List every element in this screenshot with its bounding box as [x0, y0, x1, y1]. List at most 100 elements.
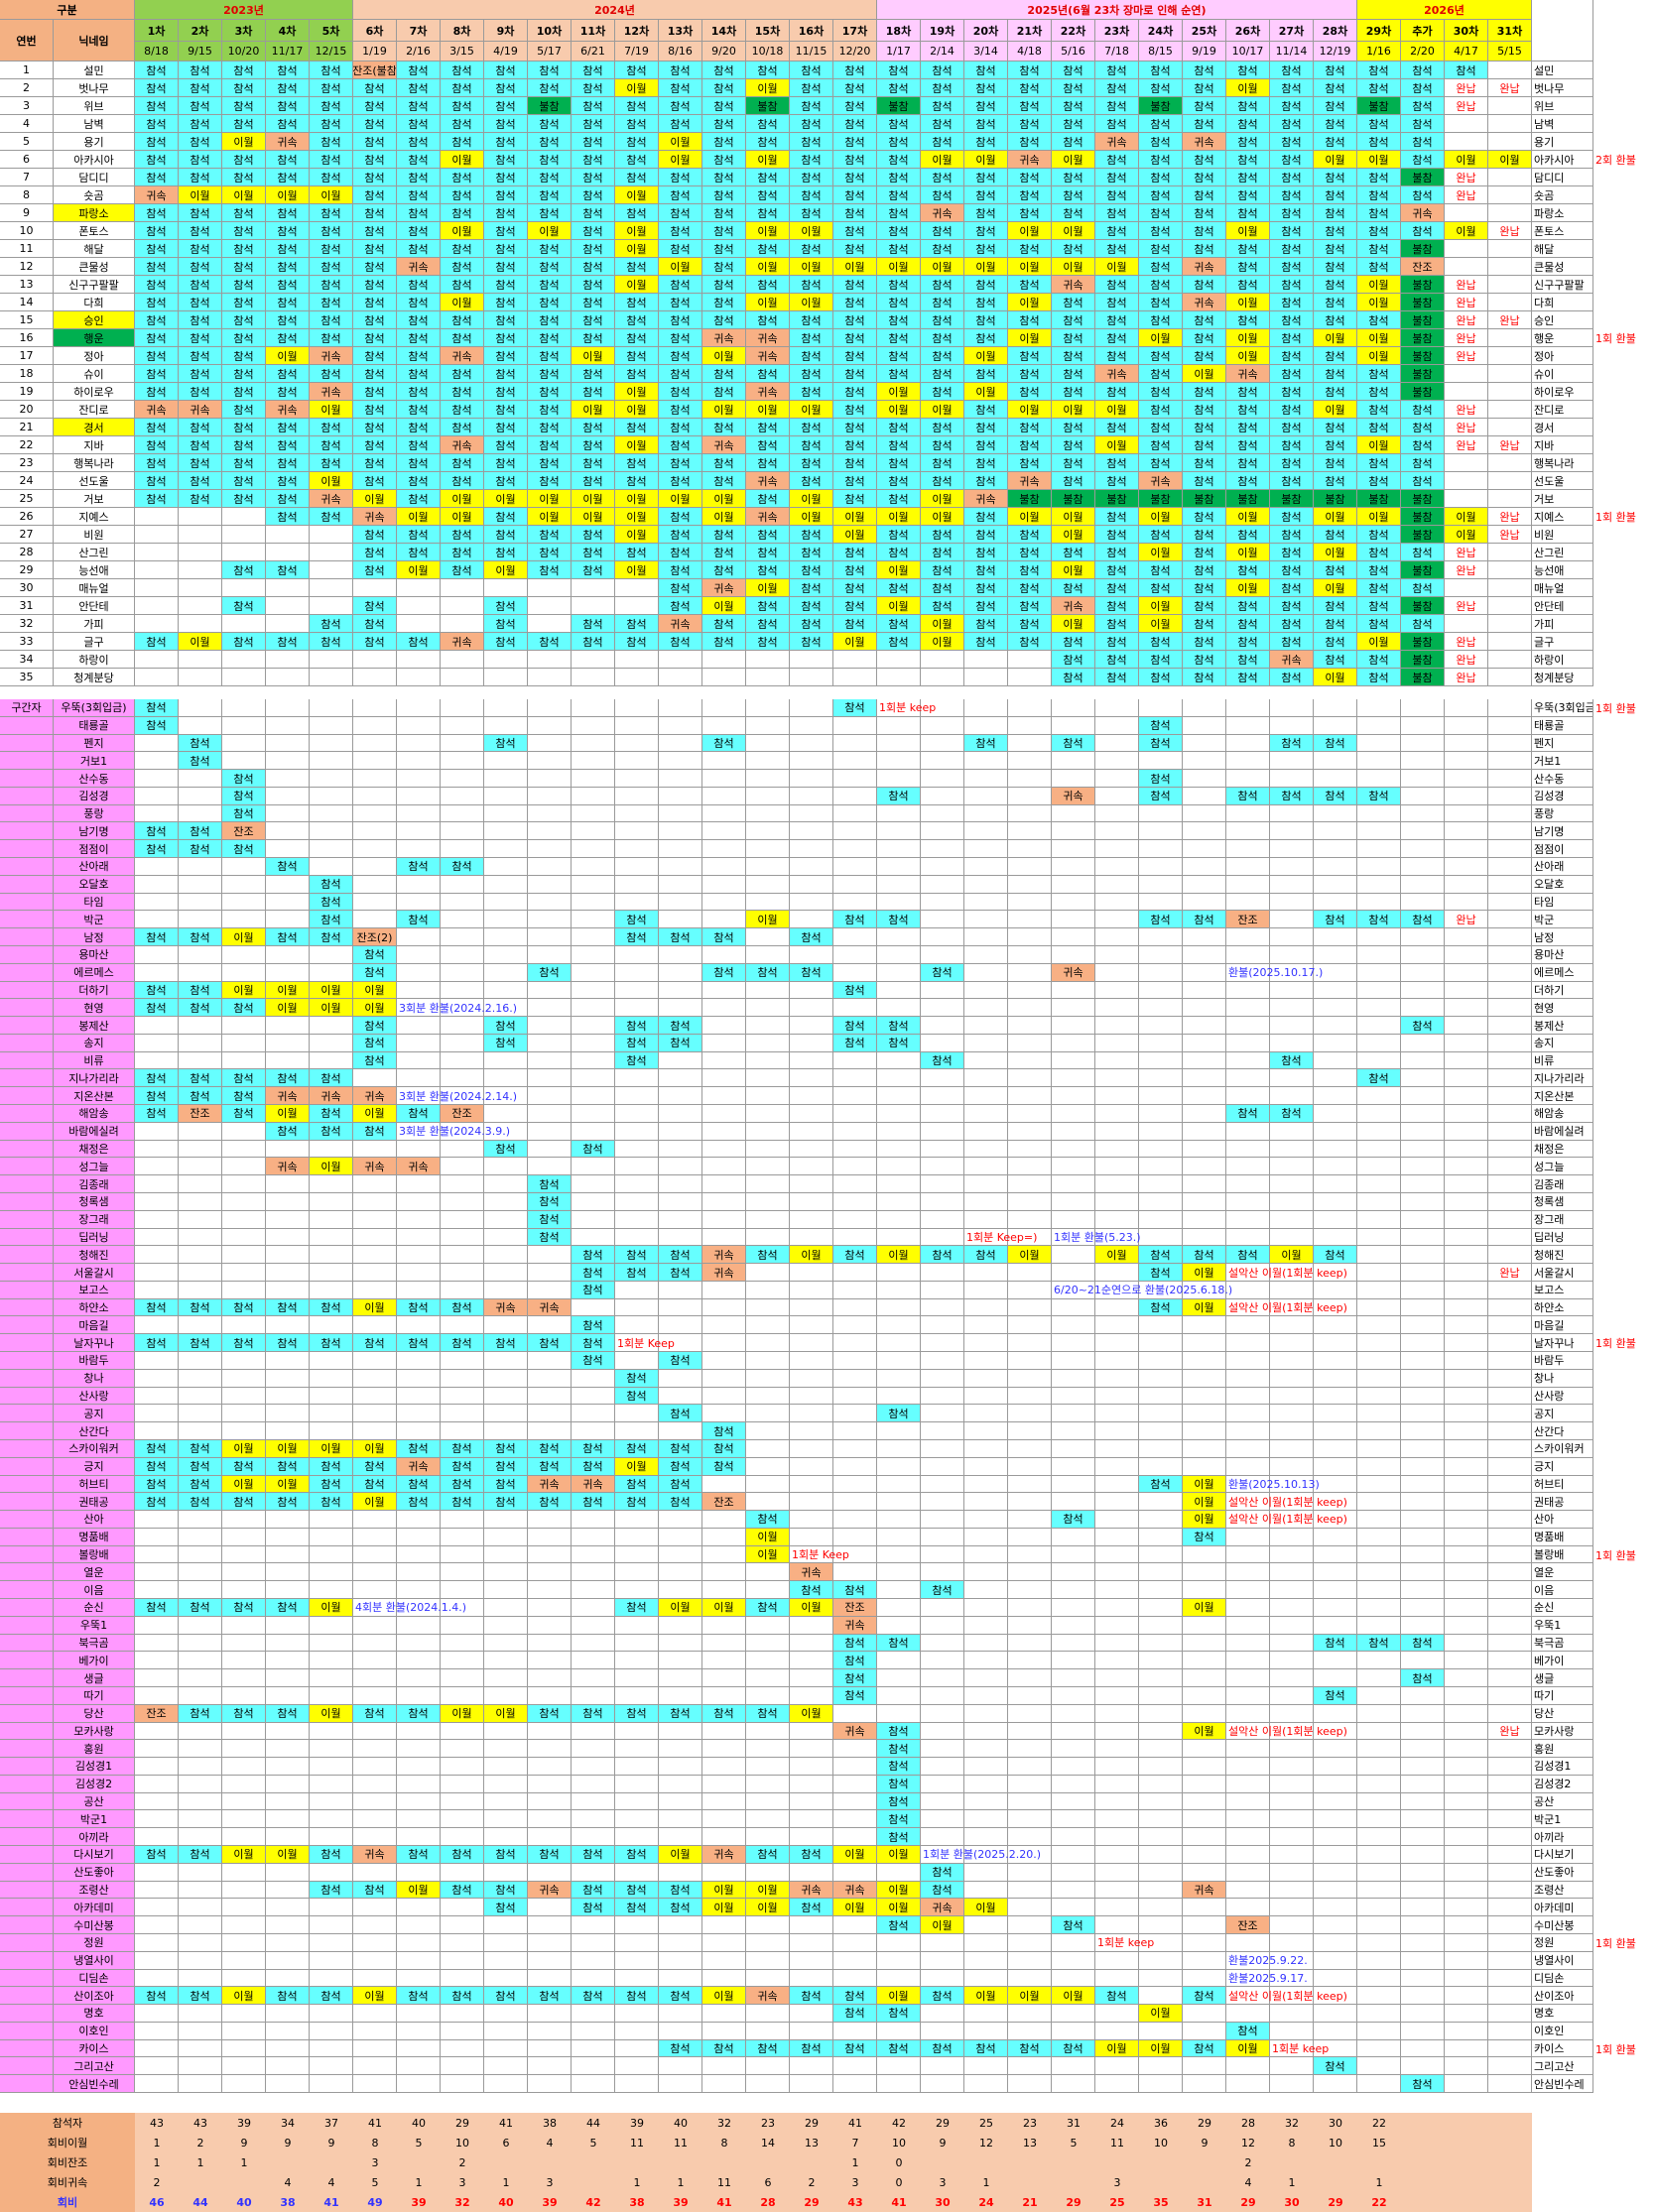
cell	[484, 2057, 528, 2076]
summary-value: 9	[1183, 2133, 1226, 2152]
status-cell: 참석	[528, 401, 572, 419]
summary-value: 1	[833, 2152, 877, 2172]
cell	[1183, 752, 1226, 771]
cell	[266, 1545, 310, 1564]
status-cell: 참석	[397, 1987, 441, 2006]
cell	[397, 699, 441, 717]
cell	[790, 1475, 833, 1494]
cell	[1445, 615, 1488, 633]
status-cell: 참석	[702, 544, 746, 561]
cell	[1095, 2005, 1139, 2023]
session-label: 15차	[746, 20, 790, 42]
status-cell: 귀속	[484, 1298, 528, 1317]
status-cell: 참석	[702, 633, 746, 651]
status-cell: 참석	[833, 911, 877, 929]
row-number: 35	[0, 669, 54, 686]
cell	[1357, 1758, 1401, 1776]
cell	[572, 1034, 615, 1052]
cell	[1270, 893, 1314, 912]
cell	[1139, 1051, 1183, 1070]
cell	[615, 1810, 659, 1829]
status-cell: 참석	[1052, 419, 1095, 436]
status-cell: 참석	[222, 419, 266, 436]
cell	[441, 2039, 484, 2058]
cell	[1052, 1369, 1095, 1388]
status-cell: 참석	[353, 311, 397, 329]
status-cell: 참석	[1183, 2039, 1226, 2058]
cell	[572, 945, 615, 964]
session-date: 5/17	[528, 42, 572, 61]
status-cell: 완납	[1445, 669, 1488, 686]
cell	[1488, 97, 1532, 115]
cell	[397, 1034, 441, 1052]
cell	[1183, 1422, 1226, 1440]
cell	[1008, 2022, 1052, 2040]
cell	[484, 1916, 528, 1934]
cell	[484, 1369, 528, 1388]
session-date: 7/19	[615, 42, 659, 61]
cell	[1270, 1334, 1314, 1353]
status-cell: 참석	[702, 204, 746, 222]
status-cell: 참석	[1183, 347, 1226, 365]
status-cell: 참석	[964, 365, 1008, 383]
status-cell: 귀속	[353, 1087, 397, 1106]
status-cell: 참석	[222, 1087, 266, 1106]
cell	[1270, 1863, 1314, 1882]
cell	[397, 1899, 441, 1917]
summary-value	[702, 2152, 746, 2172]
cell	[1008, 1017, 1052, 1035]
status-cell: 참석	[397, 1105, 441, 1123]
guest-name-right: 박군	[1532, 911, 1593, 929]
status-cell: 이월	[1008, 401, 1052, 419]
cell	[702, 1563, 746, 1582]
cell	[441, 1969, 484, 1988]
status-cell: 참석	[441, 240, 484, 258]
cell	[1095, 963, 1139, 982]
cell	[790, 1017, 833, 1035]
status-cell: 참석	[1314, 204, 1357, 222]
cell	[179, 1316, 222, 1335]
status-cell: 참석	[921, 454, 964, 472]
status-cell: 참석	[484, 1457, 528, 1476]
status-cell: 참석	[310, 276, 353, 294]
status-cell: 참석	[1095, 597, 1139, 615]
session-date: 2/14	[921, 42, 964, 61]
status-cell: 이월	[746, 1528, 790, 1546]
status-cell: 참석	[877, 1828, 921, 1846]
cell	[135, 1281, 179, 1299]
guest-name-right: 성그늘	[1532, 1158, 1593, 1176]
cell	[1357, 893, 1401, 912]
cell	[310, 1722, 353, 1741]
status-cell: 참석	[1095, 61, 1139, 79]
guest-name: 점점이	[54, 840, 135, 859]
cell	[615, 1140, 659, 1159]
status-cell: 참석	[1226, 615, 1270, 633]
session-date: 8/16	[659, 42, 702, 61]
cell	[1270, 1528, 1314, 1546]
cell	[1008, 822, 1052, 841]
status-cell: 참석	[921, 579, 964, 597]
status-cell: 불참	[1183, 490, 1226, 508]
status-cell: 참석	[1357, 454, 1401, 472]
cell	[1488, 561, 1532, 579]
cell	[353, 579, 397, 597]
cell	[1488, 840, 1532, 859]
status-cell: 참석	[310, 1457, 353, 1476]
status-cell: 참석	[397, 1439, 441, 1458]
status-cell: 참석	[135, 1475, 179, 1494]
cell	[1401, 1298, 1445, 1317]
no-header: 연번	[0, 20, 54, 61]
cell	[659, 1087, 702, 1106]
cell	[222, 1387, 266, 1406]
cell	[702, 1758, 746, 1776]
cell	[1401, 875, 1445, 894]
status-cell: 참석	[397, 490, 441, 508]
session-date: 7/18	[1095, 42, 1139, 61]
note-text: 6/20~21순연으로 환불(2025.6.18.)	[1052, 1282, 1232, 1298]
cell	[1445, 787, 1488, 805]
cell	[484, 1087, 528, 1106]
cell	[572, 1087, 615, 1106]
cell	[441, 1175, 484, 1193]
cell	[1226, 699, 1270, 717]
guest-name: 따기	[54, 1686, 135, 1705]
